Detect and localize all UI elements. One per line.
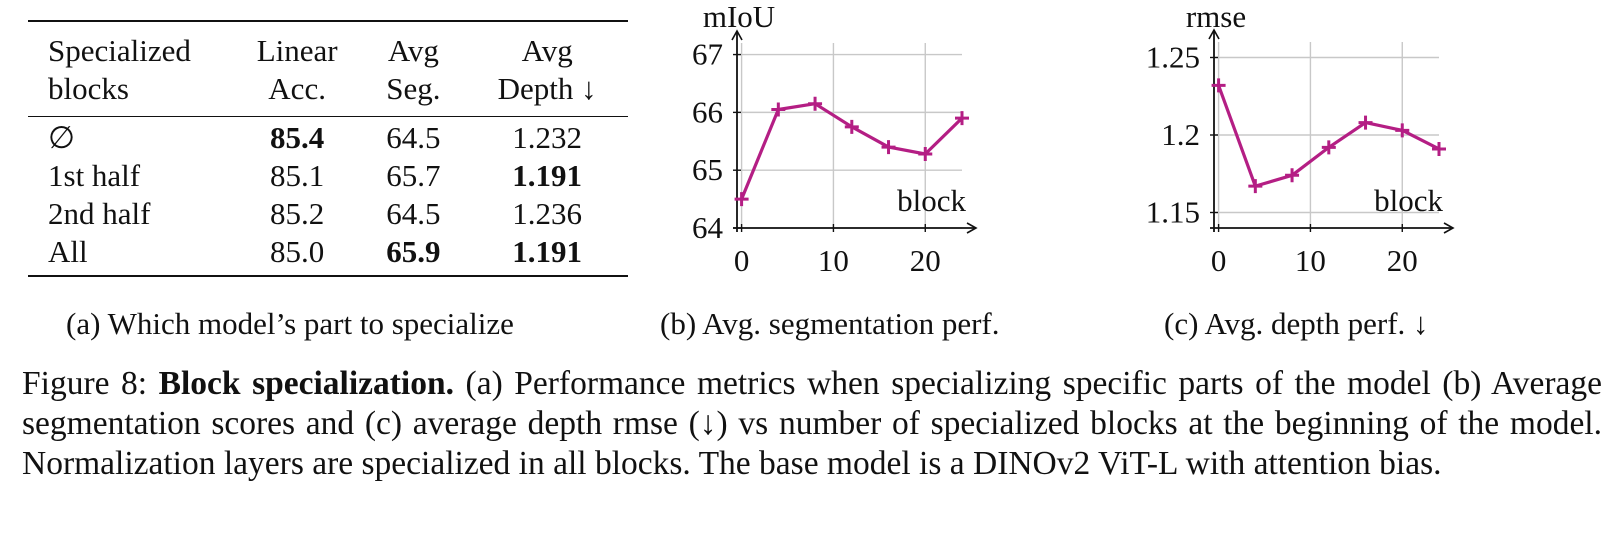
y-tick-label: 1.15: [1146, 195, 1200, 230]
header-specialized-blocks: Specialized blocks: [48, 33, 191, 106]
cell-avg-seg: 65.9: [386, 234, 441, 269]
cell-avg-seg: 65.7: [386, 158, 441, 193]
table-header-row: Specialized blocks Linear Acc. Avg Seg. Avg…: [28, 21, 628, 117]
header-avg-depth: Avg Depth ↓: [497, 33, 597, 106]
y-tick-label: 66: [692, 94, 723, 129]
data-point-marker: [1248, 179, 1263, 194]
x-tick-label: 0: [734, 243, 750, 278]
cell-avg-seg: 64.5: [386, 120, 441, 155]
data-point-marker: [1432, 141, 1446, 156]
y-axis-label: rmse: [1186, 0, 1246, 34]
y-tick-label: 1.25: [1146, 40, 1200, 75]
cell-name: 1st half: [48, 158, 141, 193]
cell-avg-depth: 1.232: [512, 120, 583, 155]
x-tick-label: 10: [818, 243, 849, 278]
figure-label: Figure 8:: [22, 365, 148, 402]
data-point-marker: [881, 140, 896, 155]
x-tick-label: 0: [1211, 243, 1227, 278]
y-tick-label: 65: [692, 152, 723, 187]
cell-avg-seg: 64.5: [386, 196, 441, 231]
x-tick-label: 20: [1387, 243, 1418, 278]
cell-avg-depth: 1.191: [512, 158, 583, 193]
header-avg-seg: Avg Seg.: [386, 33, 441, 106]
figure-caption-title: Block specialization.: [158, 365, 454, 402]
cell-avg-depth: 1.236: [512, 196, 583, 231]
figure-caption-text: (a) Performance metrics when specializin…: [22, 365, 1603, 482]
results-table-container: Specialized blocks Linear Acc. Avg Seg. Avg…: [28, 20, 628, 277]
series-line: [1217, 84, 1440, 188]
subcaption-a: (a) Which model’s part to specialize: [66, 306, 514, 341]
cell-avg-depth: 1.191: [512, 234, 583, 269]
table-row: 2nd half 85.2 64.5 1.236: [28, 195, 628, 233]
segmentation-chart: 64 65 66 67 0 10 20 mIoU block: [692, 0, 978, 278]
data-point-marker: [1358, 115, 1373, 130]
table-row: 1st half 85.1 65.7 1.191: [28, 157, 628, 195]
results-table: Specialized blocks Linear Acc. Avg Seg. Avg…: [28, 20, 628, 277]
x-axis-label: block: [897, 183, 966, 218]
subcaption-b: (b) Avg. segmentation perf.: [660, 306, 1000, 341]
x-tick-label: 10: [1295, 243, 1326, 278]
data-point-marker: [808, 96, 823, 111]
y-tick-label: 64: [692, 210, 724, 245]
y-tick-label: 67: [692, 37, 723, 72]
cell-linear-acc: 85.2: [270, 196, 325, 231]
cell-linear-acc: 85.0: [270, 234, 325, 269]
x-axis-arrow: [966, 222, 978, 234]
table-row: All 85.0 65.9 1.191: [28, 233, 628, 276]
x-axis-label: block: [1374, 183, 1443, 218]
header-linear-acc: Linear Acc.: [256, 33, 338, 106]
y-axis-arrow: [1208, 28, 1220, 40]
data-point-marker: [918, 147, 933, 161]
cell-linear-acc: 85.4: [270, 120, 325, 155]
y-axis-label: mIoU: [703, 0, 775, 34]
cell-name: 2nd half: [48, 196, 151, 231]
x-axis-arrow: [1443, 222, 1455, 234]
table-row: ∅ 85.4 64.5 1.232: [28, 117, 628, 158]
x-tick-label: 20: [910, 243, 941, 278]
data-point-marker: [1395, 123, 1410, 138]
data-point-marker: [1321, 140, 1336, 155]
cell-linear-acc: 85.1: [270, 158, 325, 193]
cell-name: ∅: [48, 120, 76, 155]
data-point-marker: [844, 119, 859, 134]
y-tick-label: 1.2: [1161, 117, 1200, 152]
figure-caption: Figure 8: Block specialization. (a) Perf…: [22, 364, 1602, 484]
subcaption-c: (c) Avg. depth perf. ↓: [1164, 306, 1429, 341]
data-point-marker: [1285, 168, 1300, 183]
y-axis-arrow: [731, 29, 743, 41]
cell-name: All: [48, 234, 88, 269]
data-point-marker: [771, 102, 786, 117]
depth-chart: 1.15 1.2 1.25 0 10 20 rmse block: [1146, 0, 1455, 278]
data-point-marker: [734, 192, 749, 207]
data-point-marker: [955, 111, 969, 126]
data-point-marker: [1211, 78, 1226, 93]
